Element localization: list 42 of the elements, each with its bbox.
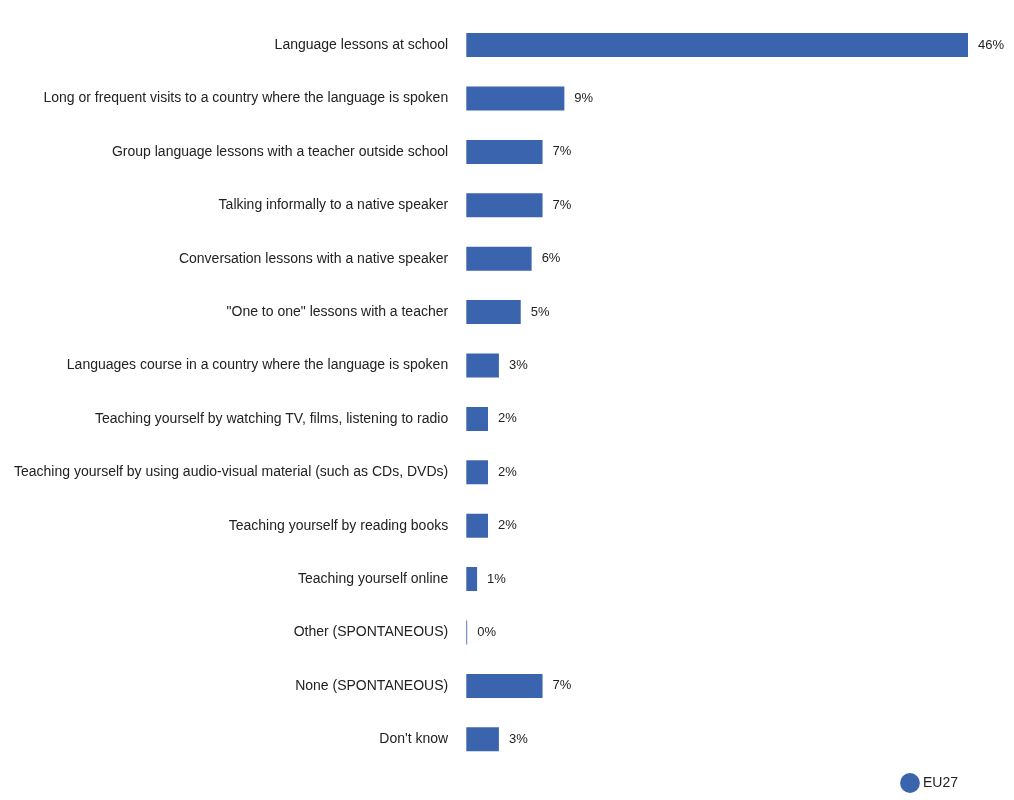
bar — [466, 406, 488, 431]
data-label: 9% — [574, 90, 594, 106]
data-label: 7% — [552, 143, 572, 159]
bar — [466, 353, 499, 378]
data-label: 7% — [552, 677, 572, 693]
y-tick-label: Talking informally to a native speaker — [218, 196, 449, 213]
bar — [466, 139, 543, 164]
data-label: 6% — [541, 250, 561, 266]
bar — [466, 567, 478, 592]
bar — [466, 193, 543, 218]
y-tick-label: Conversation lessons with a native speaker — [178, 249, 449, 266]
bar — [466, 246, 532, 271]
y-tick-label: Other (SPONTANEOUS) — [293, 623, 449, 640]
data-label: 3% — [508, 730, 529, 746]
data-label: 46% — [978, 36, 1005, 52]
bar — [466, 33, 968, 58]
y-tick-label: Don't know — [379, 730, 450, 747]
data-label: 7% — [552, 196, 572, 212]
data-label: 2% — [498, 463, 518, 479]
bar — [466, 513, 488, 538]
data-label: 5% — [530, 303, 550, 319]
data-label: 2% — [498, 410, 518, 426]
bar — [466, 460, 488, 485]
y-tick-label: "One to one" lessons with a teacher — [226, 302, 449, 319]
data-label: 3% — [508, 357, 529, 373]
bar — [466, 86, 565, 111]
y-tick-label: Teaching yourself online — [297, 569, 449, 586]
y-tick-label: Teaching yourself by watching TV, films, listening to radio — [94, 409, 449, 426]
legend-label: EU27 — [922, 773, 959, 790]
bar — [466, 673, 543, 698]
bar — [466, 300, 521, 325]
y-tick-label: Group language lessons with a teacher outside school — [111, 142, 449, 159]
bar — [466, 727, 499, 752]
data-label: 2% — [498, 517, 518, 533]
data-label: 1% — [487, 570, 507, 586]
y-tick-label: Long or frequent visits to a country where the language is spoken — [43, 89, 449, 106]
y-tick-label: Languages course in a country where the language is spoken — [66, 356, 449, 373]
y-tick-label: None (SPONTANEOUS) — [295, 676, 449, 693]
y-tick-label: Teaching yourself by reading books — [228, 516, 449, 533]
y-tick-label: Language lessons at school — [274, 35, 449, 52]
data-label: 0% — [477, 624, 497, 640]
y-tick-label: Teaching yourself by using audio-visual material (such as CDs, DVDs) — [13, 463, 449, 480]
